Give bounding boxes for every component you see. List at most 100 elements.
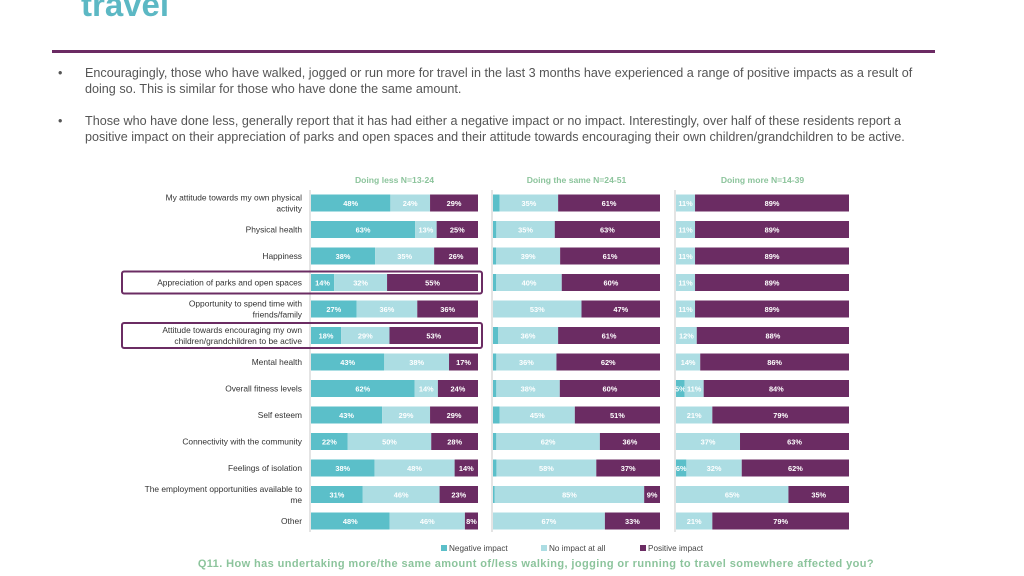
data-label: 84% [769, 385, 784, 394]
bar-segment-negative [493, 353, 497, 371]
data-label: 24% [451, 385, 466, 394]
bullet-list: • Encouragingly, those who have walked, … [58, 66, 928, 162]
data-label: 21% [687, 411, 702, 420]
data-label: 25% [450, 226, 465, 235]
bar-segment-negative [311, 433, 348, 450]
bar-segment-positive [389, 327, 478, 344]
data-label: 27% [326, 305, 341, 314]
bar-segment-none [347, 433, 432, 450]
bar-segment-none [356, 300, 418, 318]
bar-segment-positive [387, 274, 478, 291]
data-label: 62% [601, 358, 616, 367]
data-label: 29% [358, 332, 373, 341]
data-label: 37% [621, 464, 636, 473]
data-label: 55% [425, 279, 440, 288]
category-label: Happiness [262, 251, 302, 261]
data-label: 29% [447, 199, 462, 208]
data-label: 14% [459, 464, 474, 473]
bar-segment-positive [740, 433, 849, 450]
data-label: 50% [382, 438, 397, 447]
bar-segment-negative [311, 300, 357, 318]
bar-segment-negative [311, 327, 342, 344]
category-label: My attitude towards my own physical activ… [166, 193, 303, 214]
bar-segment-positive [454, 459, 478, 477]
data-label: 26% [449, 252, 464, 261]
data-label: 60% [603, 279, 618, 288]
bar-segment-none [362, 486, 440, 503]
data-label: 63% [356, 226, 371, 235]
bar-segment-positive [560, 247, 660, 265]
legend-swatch-none [541, 545, 547, 551]
data-label: 11% [687, 385, 702, 394]
data-label: 17% [456, 358, 471, 367]
data-label: 63% [600, 226, 615, 235]
bar-segment-positive [417, 300, 478, 318]
data-label: 58% [539, 464, 554, 473]
bar-segment-positive [703, 380, 849, 397]
data-label: 14% [419, 385, 434, 394]
bar-segment-none [676, 433, 741, 450]
bar-segment-positive [712, 406, 849, 424]
data-label: 11% [678, 252, 693, 261]
data-label: 36% [521, 332, 536, 341]
data-label: 5% [675, 385, 686, 394]
bar-segment-negative [493, 459, 497, 477]
data-label: 63% [787, 438, 802, 447]
data-label: 6% [676, 464, 687, 473]
category-label: Opportunity to spend time with friends/fa… [189, 299, 303, 320]
bar-segment-none [684, 380, 704, 397]
bar-segment-none [341, 327, 390, 344]
bar-segment-positive [561, 274, 660, 291]
data-label: 88% [765, 332, 780, 341]
bar-segment-positive [604, 512, 660, 530]
question-caption: Q11. How has undertaking more/the same a… [197, 558, 874, 570]
data-label: 28% [447, 438, 462, 447]
data-label: 60% [603, 385, 618, 394]
data-label: 24% [403, 199, 418, 208]
bar-segment-none [676, 486, 789, 503]
bar-segment-positive [558, 327, 660, 344]
data-label: 33% [625, 517, 640, 526]
bar-segment-none [496, 459, 597, 477]
bar-segment-none [499, 406, 575, 424]
highlight-box [121, 322, 483, 349]
bar-segment-none [390, 194, 431, 212]
panel-title: Doing less N=13-24 [355, 175, 434, 185]
data-label: 36% [440, 305, 455, 314]
bar-segment-negative [676, 459, 687, 477]
bar-segment-none [676, 247, 696, 265]
bar-segment-none [499, 194, 559, 212]
bar-segment-positive [434, 247, 478, 265]
bar-segment-none [384, 353, 450, 371]
bar-segment-none [496, 380, 560, 397]
bar-segment-none [676, 300, 696, 318]
legend-swatch-negative [441, 545, 447, 551]
bar-segment-none [686, 459, 742, 477]
bar-segment-negative [493, 221, 497, 238]
category-label: Overall fitness levels [225, 384, 302, 394]
bar-segment-negative [311, 194, 391, 212]
data-label: 9% [647, 491, 658, 500]
category-label: Appreciation of parks and open spaces [157, 278, 302, 288]
bar-segment-none [676, 274, 696, 291]
data-label: 45% [530, 411, 545, 420]
bar-segment-none [374, 459, 455, 477]
data-label: 65% [725, 491, 740, 500]
category-label: Self esteem [258, 410, 302, 420]
bar-segment-negative [493, 247, 497, 265]
data-label: 62% [541, 438, 556, 447]
bar-segment-none [493, 300, 582, 318]
data-label: 11% [678, 279, 693, 288]
bar-segment-none [334, 274, 388, 291]
bar-segment-positive [430, 406, 478, 424]
data-label: 79% [773, 411, 788, 420]
data-label: 62% [355, 385, 370, 394]
data-label: 48% [343, 199, 358, 208]
highlight-box [121, 270, 483, 295]
bar-segment-none [676, 512, 713, 530]
bar-segment-none [676, 353, 701, 371]
data-label: 23% [451, 491, 466, 500]
title-underline [52, 50, 935, 53]
bar-segment-negative [311, 247, 376, 265]
bar-segment-positive [599, 433, 660, 450]
